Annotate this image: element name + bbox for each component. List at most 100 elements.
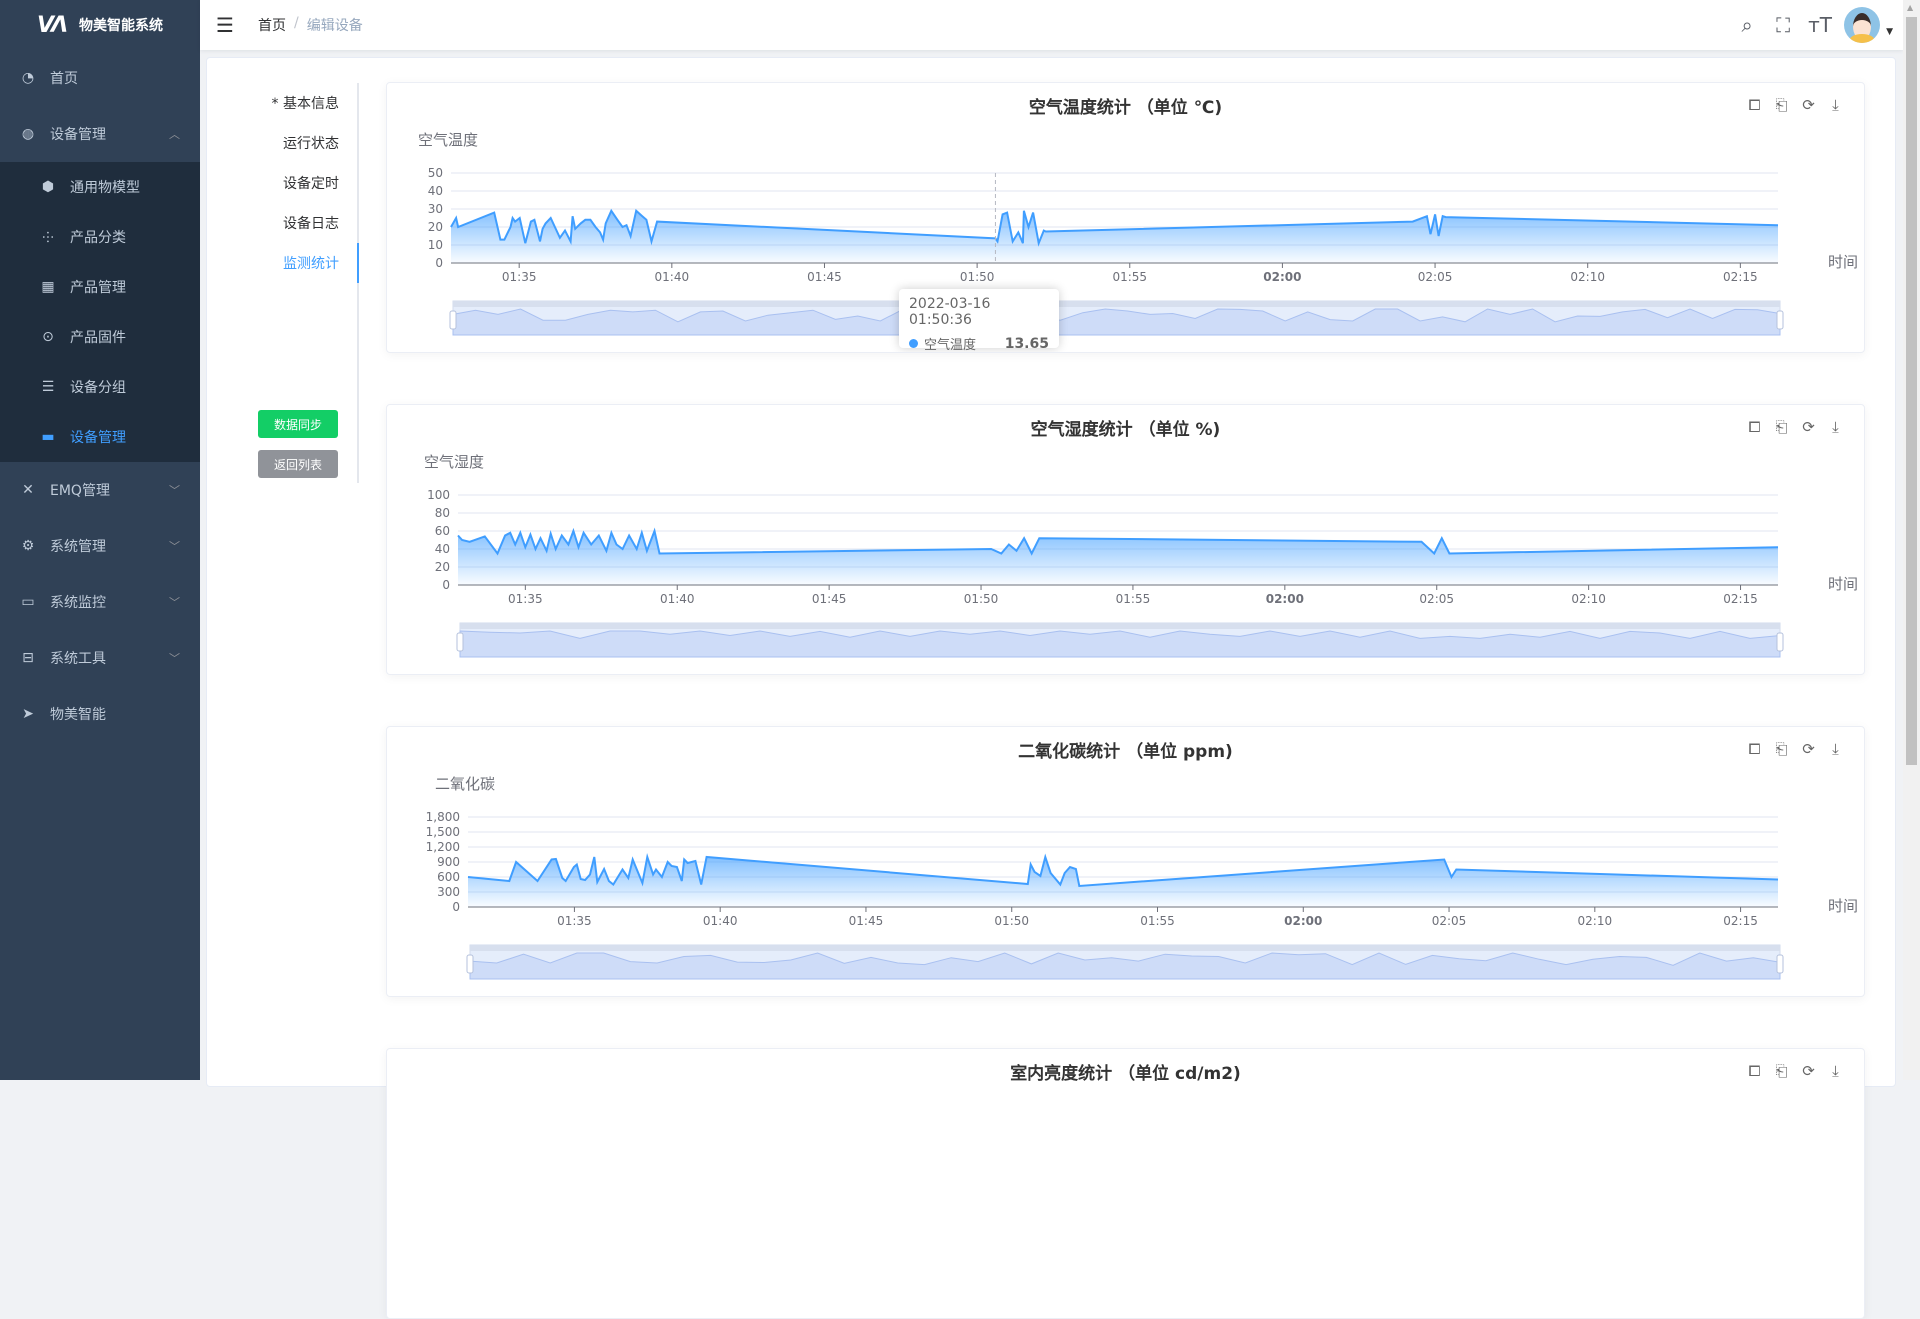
sidebar-item-emq[interactable]: ✕EMQ管理﹀	[0, 462, 200, 518]
x-tick-label: 01:55	[1116, 592, 1151, 606]
slider-handle[interactable]	[450, 311, 456, 329]
chevron-down-icon: ﹀	[169, 538, 180, 554]
fullscreen-icon[interactable]: ⛶	[1772, 13, 1794, 37]
caret-down-icon[interactable]: ▼	[1886, 27, 1893, 37]
sidebar-item-device-management[interactable]: ◍设备管理︿	[0, 106, 200, 162]
x-tick-label: 02:05	[1432, 914, 1467, 928]
tab-device-log[interactable]: 设备日志	[209, 213, 359, 233]
breadcrumb-home[interactable]: 首页	[258, 15, 286, 35]
sidebar-item-product-management[interactable]: ▦产品管理	[0, 262, 200, 312]
x-tick-label: 02:10	[1570, 270, 1605, 284]
y-tick-label: 100	[427, 488, 450, 502]
x-axis-name: 时间	[1828, 253, 1858, 271]
tab-active-bar	[357, 243, 359, 283]
x-tick-label: 02:05	[1419, 592, 1454, 606]
sidebar-item-system-management[interactable]: ⚙ 系统管理 ﹀	[0, 518, 200, 574]
slider-handle[interactable]	[457, 633, 463, 651]
firmware-icon: ⊙	[38, 329, 58, 345]
sidebar-item-product-category[interactable]: ⸭产品分类	[0, 212, 200, 262]
chevron-down-icon: ﹀	[169, 482, 180, 498]
x-tick-label: 02:15	[1723, 914, 1758, 928]
y-tick-label: 0	[435, 256, 443, 270]
x-axis-name: 时间	[1828, 575, 1858, 593]
x-tick-label: 02:00	[1266, 592, 1304, 606]
hamburger-icon[interactable]: ☰	[216, 13, 240, 37]
x-tick-label: 02:15	[1723, 270, 1758, 284]
monitor-icon: ▭	[18, 594, 38, 610]
sidebar: VΛ 物美智能系统 ◔首页 ◍设备管理︿ ⬢通用物模型 ⸭产品分类 ▦产品管理 …	[0, 0, 200, 1080]
y-tick-label: 40	[435, 542, 450, 556]
restore-icon[interactable]: ⟳	[1800, 1063, 1817, 1080]
y-tick-label: 0	[452, 900, 460, 914]
top-navbar: ☰ 首页 / 编辑设备 ⌕ ⛶ ᴛT ▼	[200, 0, 1903, 50]
x-tick-label: 01:45	[807, 270, 842, 284]
datazoom-slider[interactable]	[467, 945, 1783, 979]
y-tick-label: 30	[428, 202, 443, 216]
sidebar-item-device-list[interactable]: ▬设备管理	[0, 412, 200, 462]
download-icon[interactable]: ⤓	[1827, 1063, 1844, 1080]
app-logo[interactable]: VΛ 物美智能系统	[0, 0, 200, 50]
y-tick-label: 0	[442, 578, 450, 592]
sidebar-item-system-tools[interactable]: ⊟系统工具﹀	[0, 630, 200, 686]
scrollbar-thumb[interactable]	[1906, 17, 1917, 765]
zoom-icon[interactable]: ⧠	[1746, 1063, 1763, 1080]
group-icon: ☰	[38, 379, 58, 395]
sidebar-item-product-firmware[interactable]: ⊙产品固件	[0, 312, 200, 362]
zoom-reset-icon[interactable]: ⎗	[1773, 1063, 1790, 1080]
slider-handle[interactable]	[1777, 955, 1783, 973]
x-tick-label: 01:45	[812, 592, 847, 606]
sidebar-item-system-monitor[interactable]: ▭系统监控﹀	[0, 574, 200, 630]
y-tick-label: 1,800	[426, 810, 460, 824]
avatar[interactable]	[1844, 7, 1880, 43]
page-scrollbar[interactable]: ▲	[1903, 0, 1920, 1080]
x-tick-label: 02:00	[1284, 914, 1322, 928]
slider-handle[interactable]	[1777, 311, 1783, 329]
datazoom-slider[interactable]	[457, 623, 1783, 657]
x-tick-label: 02:10	[1571, 592, 1606, 606]
datazoom-slider[interactable]	[450, 301, 1783, 335]
sidebar-item-home[interactable]: ◔首页	[0, 50, 200, 106]
scroll-up-icon[interactable]: ▲	[1907, 3, 1913, 12]
tab-run-status[interactable]: 运行状态	[209, 133, 359, 153]
data-sync-button[interactable]: 数据同步	[258, 410, 338, 438]
gear-icon: ⚙	[18, 538, 38, 554]
chart-card-brightness: 室内亮度统计 （单位 cd/m2) ⧠⎗⟳⤓	[386, 1048, 1865, 1319]
x-tick-label: 01:35	[502, 270, 537, 284]
slider-handle[interactable]	[1777, 633, 1783, 651]
slider-bar	[470, 945, 1780, 951]
slider-handle[interactable]	[467, 955, 473, 973]
y-axis-name: 二氧化碳	[435, 775, 495, 793]
breadcrumb-current: 编辑设备	[307, 15, 363, 35]
tooltip-value: 13.65	[1005, 336, 1049, 352]
tooltip-series: 空气温度	[924, 334, 976, 353]
device-icon: ◍	[18, 126, 38, 142]
x-tick-label: 02:05	[1418, 270, 1453, 284]
x-tick-label: 01:35	[508, 592, 543, 606]
x-tick-label: 02:15	[1723, 592, 1758, 606]
search-icon[interactable]: ⌕	[1736, 13, 1758, 37]
sidebar-item-wumei[interactable]: ➤物美智能	[0, 686, 200, 742]
sidebar-item-label: 设备管理	[70, 427, 126, 447]
y-tick-label: 1,200	[426, 840, 460, 854]
back-to-list-button[interactable]: 返回列表	[258, 450, 338, 478]
sidebar-item-label: 通用物模型	[70, 177, 140, 197]
font-size-icon[interactable]: ᴛT	[1808, 13, 1830, 37]
tab-monitor-stats[interactable]: 监测统计	[209, 253, 359, 273]
x-tick-label: 01:40	[660, 592, 695, 606]
sidebar-item-device-group[interactable]: ☰设备分组	[0, 362, 200, 412]
sidebar-item-label: 产品分类	[70, 227, 126, 247]
sidebar-item-thing-model[interactable]: ⬢通用物模型	[0, 162, 200, 212]
tab-device-timer[interactable]: 设备定时	[209, 173, 359, 193]
y-tick-label: 80	[435, 506, 450, 520]
x-tick-label: 01:40	[703, 914, 738, 928]
tab-basic-info[interactable]: * 基本信息	[209, 93, 359, 113]
x-tick-label: 01:35	[557, 914, 592, 928]
sidebar-item-label: 系统管理	[50, 536, 106, 556]
x-tick-label: 01:50	[964, 592, 999, 606]
tooltip-time: 2022-03-16 01:50:36	[909, 296, 1049, 328]
